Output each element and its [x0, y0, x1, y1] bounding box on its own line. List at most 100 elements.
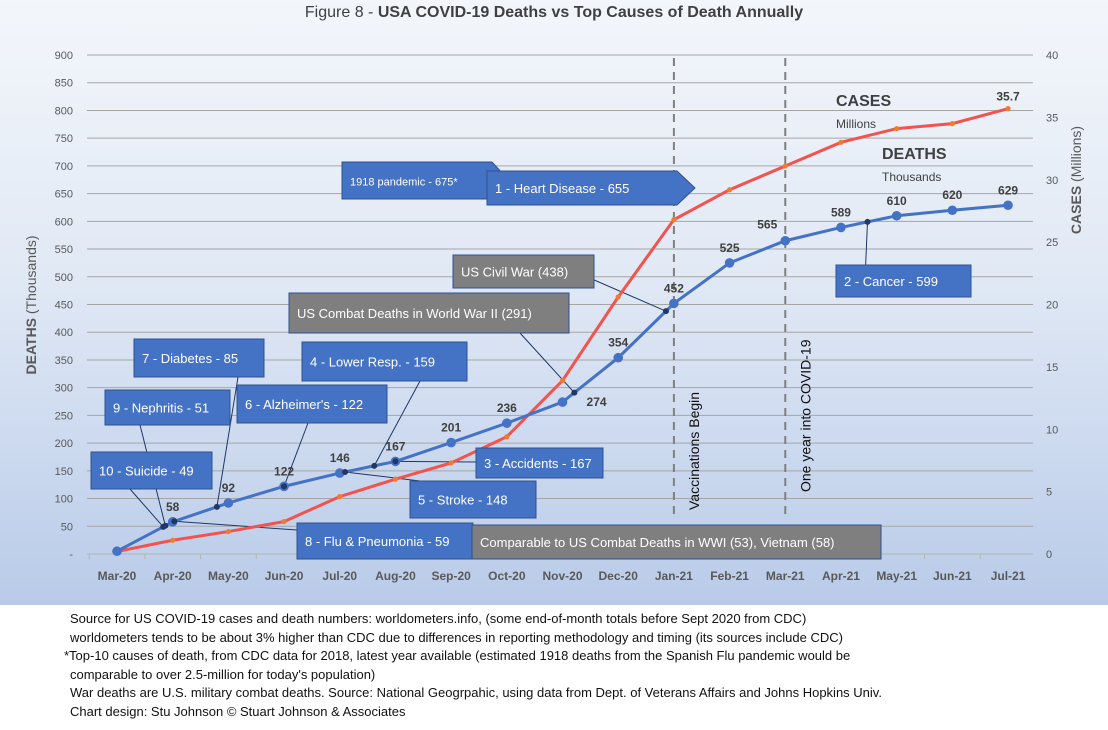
x-tick-label: Sep-20 — [431, 569, 471, 583]
y-tick-label: 900 — [55, 50, 73, 62]
annotation-label: 9 - Nephritis - 51 — [113, 401, 209, 416]
x-tick-label: Nov-20 — [543, 569, 583, 583]
cases-point — [615, 294, 621, 300]
annotation-marker — [864, 218, 871, 225]
y-tick-label: 150 — [55, 466, 73, 478]
annotation-connector — [519, 332, 575, 393]
deaths-series-label: DEATHS — [882, 146, 947, 163]
x-tick-label: Apr-20 — [154, 569, 192, 583]
y-tick-label: 250 — [55, 410, 73, 422]
annotation-marker — [213, 503, 220, 510]
deaths-data-label: 629 — [998, 183, 1018, 197]
annotation-box — [133, 338, 265, 378]
x-tick-label: Aug-20 — [375, 569, 416, 583]
deaths-data-label: 201 — [441, 421, 461, 435]
cases-series-unit: Millions — [836, 117, 876, 131]
footer-line: War deaths are U.S. military combat deat… — [70, 685, 882, 700]
deaths-data-label: 525 — [720, 241, 740, 255]
x-tick-label: Mar-20 — [98, 569, 137, 583]
annotation-connector — [216, 376, 239, 507]
footer-line: Source for US COVID-19 cases and death n… — [70, 611, 807, 626]
annotation-connector — [395, 460, 477, 463]
annotation-label: 1 - Heart Disease - 655 — [495, 181, 629, 196]
annotation-label: 6 - Alzheimer's - 122 — [245, 397, 363, 412]
cases-point — [782, 163, 788, 169]
annotation-connector — [283, 422, 309, 487]
cases-point — [671, 217, 677, 223]
deaths-data-label: 354 — [608, 336, 628, 350]
deaths-point — [613, 352, 624, 363]
annotation-label: 5 - Stroke - 148 — [418, 493, 508, 508]
x-tick-label: May-21 — [876, 569, 917, 583]
deaths-data-label: 589 — [831, 205, 851, 219]
y2-tick-label: 20 — [1046, 300, 1058, 312]
annotation-box — [475, 447, 604, 479]
annotation-label: US Civil War (438) — [461, 265, 568, 280]
y2-tick-label: 15 — [1046, 362, 1058, 374]
cases-point — [949, 121, 955, 127]
y2-tick-label: 5 — [1046, 487, 1052, 499]
deaths-data-label: 122 — [274, 464, 294, 478]
cases-point — [559, 377, 566, 384]
annotation-label: US Combat Deaths in World War II (291) — [297, 306, 532, 321]
footer-notes: Source for US COVID-19 cases and death n… — [64, 610, 882, 721]
annotation-box — [471, 524, 882, 560]
deaths-point — [780, 235, 791, 246]
deaths-point — [223, 498, 234, 508]
y-tick-label: 500 — [55, 272, 73, 284]
annotation-connector — [345, 471, 421, 482]
x-tick-label: Jun-21 — [933, 569, 972, 583]
annotation-label: 10 - Suicide - 49 — [99, 464, 194, 479]
deaths-point — [724, 258, 735, 268]
annotation-box — [486, 170, 696, 206]
cases-series-label: CASES — [836, 93, 891, 110]
y-tick-label: 100 — [55, 494, 73, 506]
y-tick-label: 200 — [55, 438, 73, 450]
deaths-data-label: 452 — [664, 281, 684, 295]
cases-point — [337, 494, 343, 500]
deaths-point — [1003, 200, 1013, 211]
deaths-data-label: 92 — [222, 481, 236, 495]
deaths-point — [669, 298, 679, 309]
annotation-connector — [584, 275, 667, 312]
y-tick-label: 400 — [55, 327, 73, 339]
footer-line: *Top-10 causes of death, from CDC data f… — [64, 648, 851, 663]
annotation-box — [104, 389, 231, 426]
deaths-point — [112, 546, 122, 557]
annotation-connector — [174, 520, 298, 531]
y-axis-title: DEATHS (Thousands) — [23, 235, 39, 374]
y2-tick-label: 10 — [1046, 424, 1058, 436]
y-tick-label: 450 — [55, 300, 73, 312]
deaths-data-label: 620 — [942, 188, 962, 202]
annotation-connector — [129, 488, 164, 528]
chart-title: Figure 8 - USA COVID-19 Deaths vs Top Ca… — [0, 4, 1108, 22]
title-prefix: Figure 8 - — [304, 4, 378, 21]
annotation-box — [409, 480, 537, 519]
annotation-label: 8 - Flu & Pneumonia - 59 — [305, 534, 450, 549]
y2-tick-label: 35 — [1046, 112, 1058, 124]
cases-point — [448, 460, 454, 466]
annotation-marker — [281, 483, 288, 490]
y-tick-label: - — [69, 549, 73, 561]
annotation-box — [301, 341, 468, 382]
cases-point — [504, 434, 510, 440]
y-tick-label: 350 — [55, 355, 73, 367]
cases-point — [281, 518, 287, 525]
annotation-label: Comparable to US Combat Deaths in WWI (5… — [480, 535, 835, 550]
annotation-marker — [342, 468, 349, 475]
annotation-label: 7 - Diabetes - 85 — [142, 351, 238, 366]
cases-point — [392, 476, 399, 482]
chart-svg: -501001502002503003504004505005506006507… — [23, 50, 1084, 583]
annotation-marker — [662, 308, 669, 315]
x-tick-label: Oct-20 — [488, 569, 526, 583]
annotation-marker — [371, 462, 378, 469]
y2-tick-label: 0 — [1046, 549, 1052, 561]
x-tick-label: Mar-21 — [766, 569, 805, 583]
annotation-box — [296, 522, 474, 560]
x-tick-label: Jun-20 — [265, 569, 304, 583]
y2-tick-label: 40 — [1046, 50, 1058, 62]
vline-label: Vaccinations Begin — [686, 392, 702, 510]
vline-label: One year into COVID-19 — [797, 339, 813, 492]
footer-line: worldometers tends to be about 3% higher… — [70, 629, 843, 645]
annotation-box — [236, 384, 388, 424]
